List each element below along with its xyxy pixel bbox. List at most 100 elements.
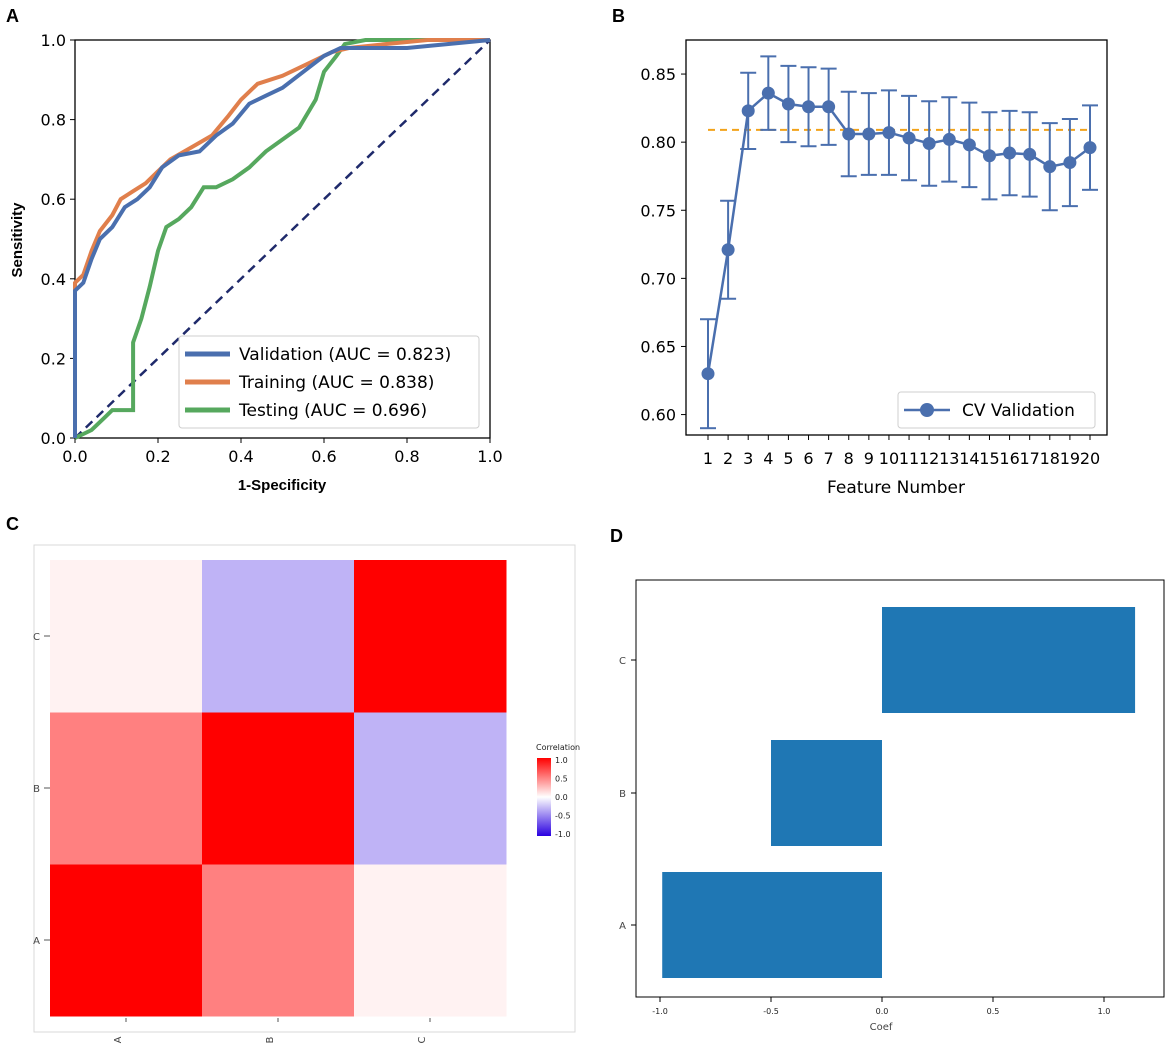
roc-y-tick-label: 0.0 <box>41 429 66 448</box>
cv-x-tick-label: 13 <box>939 449 959 468</box>
cv-point <box>862 127 876 141</box>
cv-x-tick-label: 6 <box>803 449 813 468</box>
heatmap-cell-group <box>50 560 507 1017</box>
cv-series-group <box>700 55 1098 430</box>
cv-point <box>882 126 896 140</box>
roc-y-tick-label: 0.4 <box>41 270 66 289</box>
cv-point <box>842 127 856 141</box>
cv-point <box>1083 141 1097 155</box>
heatmap-colorbar <box>537 758 551 836</box>
panel-letter-c: C <box>6 514 19 534</box>
cv-x-tick-label: 12 <box>919 449 939 468</box>
roc-curve-testing <box>74 38 490 440</box>
heatmap-legend: Correlation 1.0 0.5 0.0 -0.5 -1.0 <box>536 743 580 839</box>
heatmap-cell <box>50 560 203 713</box>
heatmap-cell <box>50 712 203 865</box>
legend-label-training: Training (AUC = 0.838) <box>238 373 434 393</box>
cv-y-tick-label: 0.85 <box>640 65 676 84</box>
legend-label-testing: Testing (AUC = 0.696) <box>238 401 427 421</box>
roc-x-axis-label: 1-Specificity <box>238 477 327 494</box>
coef-x-tick-label: 0.5 <box>987 1007 1000 1016</box>
heatmap-legend-title: Correlation <box>536 743 580 752</box>
cv-y-tick-label: 0.75 <box>640 201 676 220</box>
cv-legend-box <box>897 391 1096 429</box>
roc-plot-frame <box>74 39 491 439</box>
heatmap-cell <box>354 560 507 713</box>
cv-x-axis-label: Feature Number <box>827 478 965 498</box>
cv-x-tick-label: 19 <box>1060 449 1080 468</box>
heatmap-legend-tick-label: 0.5 <box>555 775 568 784</box>
cv-point <box>922 137 936 151</box>
cv-y-tick-label: 0.70 <box>640 269 676 288</box>
roc-x-tick-label: 0.6 <box>311 447 336 466</box>
cv-x-tick-label: 4 <box>763 449 773 468</box>
cv-x-tick-label: 18 <box>1040 449 1060 468</box>
coef-x-tick-label: -0.5 <box>763 1007 779 1016</box>
heatmap-y-tick-label: B <box>33 784 40 795</box>
roc-legend-box <box>178 335 480 429</box>
cv-point <box>741 104 755 118</box>
roc-y-tick-label: 0.2 <box>41 349 66 368</box>
cv-legend: CV Validation <box>897 391 1096 429</box>
cv-y-tick-label: 0.60 <box>640 406 676 425</box>
roc-x-tick-label: 0.4 <box>228 447 253 466</box>
coef-y-tick-label: B <box>619 789 626 800</box>
roc-tick-group: 0.00.0 0.2 0.2 0.4 0.4 0.6 0.6 0.8 0.8 1.0 1.0 <box>41 31 503 466</box>
heatmap-cell <box>202 712 355 865</box>
roc-y-tick-label: 0.8 <box>41 111 66 130</box>
coef-bar-a <box>662 872 882 978</box>
roc-legend: Validation (AUC = 0.823) Training (AUC =… <box>178 335 480 429</box>
cv-point <box>802 100 816 114</box>
roc-y-axis-label: Sensitivity <box>9 202 26 278</box>
legend-label-validation: Validation (AUC = 0.823) <box>239 345 451 365</box>
coef-x-tick-label: 0.0 <box>876 1007 889 1016</box>
coef-chart: -1.0 -0.5 0.0 0.5 1.0 A B C Coef <box>619 579 1165 1033</box>
cv-plot-frame <box>685 39 1108 436</box>
cv-y-tick-label: 0.65 <box>640 337 676 356</box>
heatmap-y-tick-label: A <box>33 936 40 947</box>
cv-x-tick-label: 5 <box>783 449 793 468</box>
heatmap-legend-ticks: 1.0 0.5 0.0 -0.5 -1.0 <box>555 756 571 839</box>
cv-x-tick-label: 2 <box>723 449 733 468</box>
heatmap-x-tick-label: C <box>417 1036 428 1043</box>
cv-x-tick-label: 20 <box>1080 449 1100 468</box>
cv-x-tick-label: 14 <box>959 449 979 468</box>
cv-x-tick-label: 15 <box>979 449 999 468</box>
cv-series-line <box>706 91 1091 374</box>
cv-point <box>822 100 836 114</box>
coef-y-tick-label: A <box>619 921 626 932</box>
cv-point <box>962 138 976 152</box>
heatmap-legend-tick-label: -1.0 <box>555 830 571 839</box>
cv-point <box>781 97 795 111</box>
coef-x-tick-label: 1.0 <box>1098 1007 1111 1016</box>
heatmap-cell <box>50 864 203 1017</box>
cv-x-tick-label: 1 <box>703 449 713 468</box>
panel-letter-a: A <box>6 6 19 26</box>
roc-x-tick-label: 0.8 <box>394 447 419 466</box>
heatmap-chart: A B C A B C Correlation 1.0 0.5 0.0 -0.5 -1.0 <box>33 544 580 1043</box>
coef-bar-c <box>882 607 1136 713</box>
roc-y-tick-label: 0.6 <box>41 190 66 209</box>
coef-x-axis-label: Coef <box>870 1022 893 1033</box>
coef-tick-group: -1.0 -0.5 0.0 0.5 1.0 A B C <box>619 656 1110 1016</box>
heatmap-cell <box>202 864 355 1017</box>
cv-x-tick-label: 9 <box>864 449 874 468</box>
heatmap-x-tick-label: B <box>265 1036 276 1043</box>
coef-plot-frame <box>635 579 1165 998</box>
cv-point <box>701 367 715 381</box>
cv-x-tick-label: 3 <box>743 449 753 468</box>
roc-x-tick-label: 1.0 <box>477 447 502 466</box>
cv-tick-group: 0.600.650.700.750.800.851 2 3 4 5 6 7 8 9 10 11 12 1… <box>640 65 1100 468</box>
roc-chart: 0.00.0 0.2 0.2 0.4 0.4 0.6 0.6 0.8 0.8 1.0 1.0 1-S… <box>9 31 503 494</box>
cv-legend-marker <box>920 403 934 417</box>
cv-x-tick-label: 7 <box>824 449 834 468</box>
cv-y-tick-label: 0.80 <box>640 133 676 152</box>
coef-y-tick-label: C <box>619 656 626 667</box>
heatmap-y-tick-label: C <box>33 632 40 643</box>
panel-letter-b: B <box>612 6 625 26</box>
heatmap-cell <box>202 560 355 713</box>
cv-point <box>761 86 775 100</box>
panel-letter-d: D <box>610 526 623 546</box>
roc-chance-line <box>74 39 491 439</box>
cv-point <box>982 149 996 163</box>
